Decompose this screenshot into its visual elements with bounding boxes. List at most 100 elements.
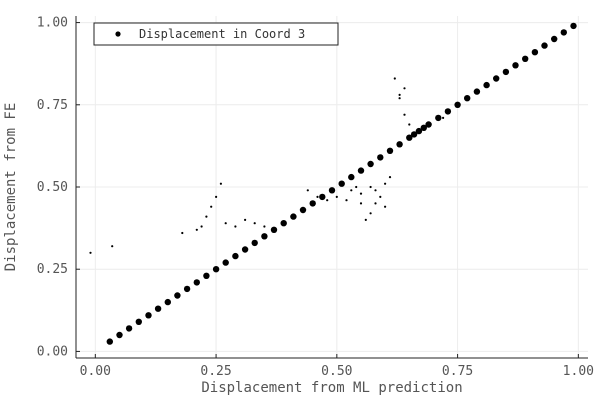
data-point — [253, 222, 256, 225]
data-point — [442, 116, 445, 119]
data-point — [359, 202, 363, 205]
legend: Displacement in Coord 3 — [93, 22, 339, 46]
x-tick-label: 0.25 — [200, 364, 231, 379]
data-point — [299, 206, 307, 214]
y-tick-label: 0.75 — [37, 98, 68, 113]
data-point — [222, 259, 229, 266]
data-point — [406, 134, 413, 141]
data-point — [261, 233, 268, 240]
data-point — [306, 189, 309, 192]
y-tick-label: 0.25 — [37, 262, 68, 277]
data-point — [420, 124, 427, 131]
data-point — [135, 318, 142, 325]
data-point — [215, 195, 218, 198]
data-point — [280, 220, 287, 227]
data-point — [350, 189, 353, 192]
data-point — [512, 62, 519, 69]
x-tick-label: 1.00 — [563, 364, 594, 379]
data-point — [181, 231, 184, 235]
data-point — [219, 182, 222, 185]
data-point — [270, 226, 278, 233]
data-point — [89, 251, 92, 254]
data-point — [502, 68, 510, 76]
data-point — [355, 185, 358, 189]
legend-marker — [115, 31, 121, 37]
x-tick-label: 0.00 — [80, 364, 111, 379]
data-point — [473, 88, 481, 95]
data-point — [328, 187, 336, 194]
data-point — [210, 205, 213, 208]
data-point — [195, 228, 198, 231]
data-point — [374, 202, 377, 205]
data-point — [551, 35, 558, 43]
data-point — [369, 185, 372, 189]
legend-label: Displacement in Coord 3 — [139, 27, 305, 41]
data-point — [234, 225, 237, 228]
x-axis-title: Displacement from ML prediction — [201, 380, 462, 396]
y-tick-label: 1.00 — [37, 16, 68, 31]
data-point — [241, 246, 249, 253]
data-point — [145, 312, 152, 319]
data-point — [570, 22, 577, 30]
data-point — [193, 279, 200, 286]
data-point — [388, 176, 392, 179]
data-point — [403, 87, 406, 90]
data-point — [425, 121, 432, 128]
data-point — [464, 95, 471, 102]
grid-lines — [76, 16, 588, 358]
data-point — [203, 272, 210, 279]
data-point — [116, 331, 123, 339]
data-point — [367, 160, 374, 168]
legend-box — [93, 22, 339, 46]
data-point — [410, 131, 418, 138]
data-point — [369, 212, 372, 215]
data-point — [106, 338, 114, 345]
data-point — [493, 75, 500, 82]
data-point — [359, 192, 363, 195]
data-point — [435, 114, 442, 122]
data-point — [224, 222, 227, 225]
data-point — [290, 213, 297, 220]
data-point — [319, 193, 326, 201]
data-point — [377, 154, 384, 161]
data-point — [174, 292, 181, 299]
x-tick-label: 0.50 — [321, 364, 352, 379]
data-point — [415, 127, 423, 135]
x-tick-label: 0.75 — [442, 364, 473, 379]
data-point — [444, 108, 452, 115]
data-point — [386, 147, 394, 154]
data-point — [384, 205, 387, 208]
data-point — [345, 199, 348, 202]
data-point — [374, 189, 377, 192]
data-point — [111, 245, 114, 248]
data-point — [309, 200, 316, 207]
data-point — [326, 199, 329, 202]
data-point — [560, 29, 567, 36]
data-point — [454, 101, 461, 109]
tick-labels: 0.00 0.25 0.50 0.75 1.00 0.00 0.25 0.50 0.75 1.00 — [37, 16, 594, 379]
data-point — [263, 225, 266, 228]
data-point — [200, 225, 203, 228]
data-point — [244, 218, 247, 221]
data-point — [398, 93, 401, 96]
data-point — [335, 195, 338, 198]
data-point — [338, 180, 345, 187]
data-point — [251, 239, 258, 247]
data-point — [205, 215, 208, 218]
data-point — [396, 141, 403, 148]
data-point — [531, 49, 539, 56]
data-point — [232, 252, 239, 260]
data-point — [154, 305, 162, 312]
data-point — [384, 182, 387, 185]
data-point — [183, 285, 191, 293]
data-point — [364, 218, 367, 221]
y-tick-label: 0.50 — [37, 180, 68, 195]
data-point — [316, 195, 319, 198]
data-point — [393, 77, 396, 80]
data-point — [522, 55, 529, 62]
data-point — [379, 195, 382, 198]
data-point — [212, 266, 220, 273]
y-axis-title: Displacement from FE — [3, 103, 19, 272]
